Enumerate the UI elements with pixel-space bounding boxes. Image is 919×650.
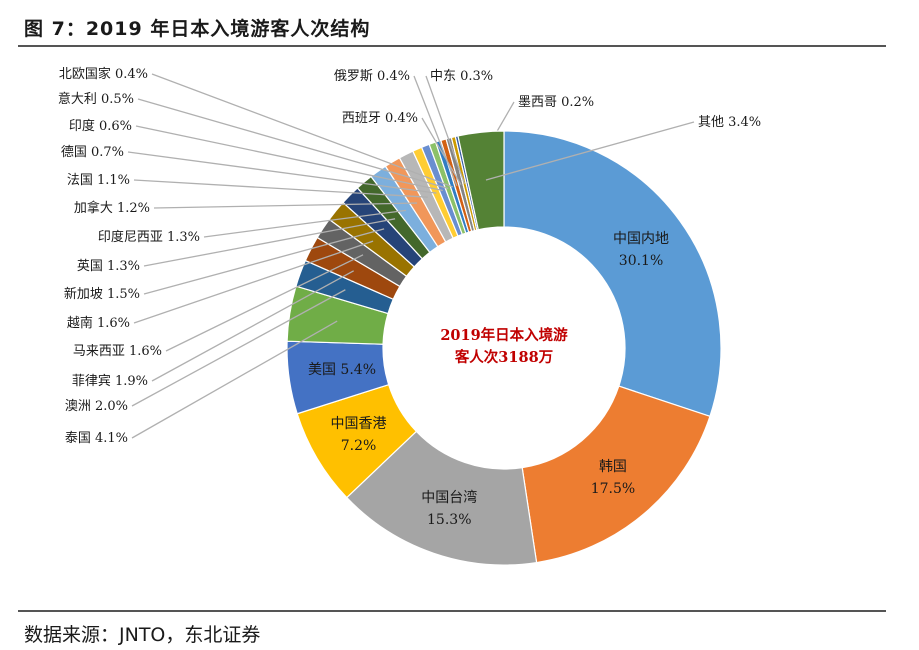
slice-label-美国: 美国 5.4%: [308, 362, 376, 378]
slice-label-北欧国家: 北欧国家 0.4%: [59, 66, 148, 82]
leader-line-越南: [133, 240, 374, 324]
leader-line-新加坡: [143, 228, 385, 295]
leader-line-其他: [485, 121, 695, 181]
slice-label-墨西哥: 墨西哥 0.2%: [518, 95, 594, 110]
figure-title: 图 7：2019 年日本入境游客人次结构: [24, 18, 371, 40]
leader-line-印度: [135, 125, 443, 192]
leader-line-菲律宾: [151, 270, 354, 382]
slice-label-中国香港: 中国香港: [331, 416, 387, 432]
slice-韩国: [521, 385, 711, 564]
slice-label-加拿大: 加拿大 1.2%: [74, 200, 150, 216]
leader-line-英国: [143, 218, 396, 267]
slice-label-越南: 越南 1.6%: [67, 315, 130, 331]
slice-其他: [457, 130, 505, 231]
slice-value-韩国: 17.5%: [591, 481, 635, 497]
slice-label-印度尼西亚: 印度尼西亚 1.3%: [98, 229, 200, 245]
slice-label-中东: 中东 0.3%: [430, 69, 493, 84]
leader-line-意大利: [137, 98, 449, 190]
slice-label-德国: 德国 0.7%: [61, 145, 124, 160]
center-label-line-1: 2019年日本入境游: [440, 326, 568, 344]
source-note: 数据来源：JNTO，东北证券: [24, 624, 261, 646]
leader-line-马来西亚: [165, 254, 364, 352]
leader-line-泰国: [131, 320, 338, 439]
slice-label-俄罗斯: 俄罗斯 0.4%: [334, 69, 410, 84]
slice-label-马来西亚: 马来西亚 1.6%: [73, 344, 162, 359]
slice-value-中国台湾: 15.3%: [427, 512, 471, 528]
slice-label-意大利: 意大利 0.5%: [58, 91, 134, 107]
leader-line-法国: [133, 179, 428, 198]
leader-line-印度尼西亚: [203, 209, 407, 238]
leader-line-澳洲: [131, 289, 346, 407]
leader-line-北欧国家: [151, 73, 454, 188]
slice-label-泰国: 泰国 4.1%: [65, 431, 128, 446]
slice-label-中国台湾: 中国台湾: [421, 489, 477, 506]
slice-label-英国: 英国 1.3%: [77, 259, 140, 274]
slice-label-法国: 法国 1.1%: [67, 173, 130, 188]
leader-line-加拿大: [153, 202, 418, 209]
slice-label-西班牙: 西班牙 0.4%: [342, 111, 418, 126]
center-label-line-2: 客人次3188万: [454, 348, 553, 366]
slice-value-中国香港: 7.2%: [341, 438, 377, 454]
leader-line-俄罗斯: [413, 75, 458, 186]
slice-label-新加坡: 新加坡 1.5%: [64, 286, 140, 302]
leader-line-中东: [425, 75, 466, 184]
slice-label-澳洲: 澳洲 2.0%: [65, 398, 128, 414]
bottom-rule: [18, 610, 886, 612]
slice-label-印度: 印度 0.6%: [69, 118, 132, 134]
slice-label-中国内地: 中国内地: [613, 231, 669, 247]
slice-label-菲律宾: 菲律宾 1.9%: [72, 373, 148, 389]
slice-value-中国内地: 30.1%: [619, 253, 663, 269]
slice-label-其他: 其他 3.4%: [698, 115, 761, 130]
slice-label-韩国: 韩国: [599, 459, 627, 475]
top-rule: [18, 45, 886, 47]
leader-line-德国: [127, 151, 437, 194]
leader-line-西班牙: [421, 117, 462, 185]
slice-中国内地: [503, 130, 722, 418]
